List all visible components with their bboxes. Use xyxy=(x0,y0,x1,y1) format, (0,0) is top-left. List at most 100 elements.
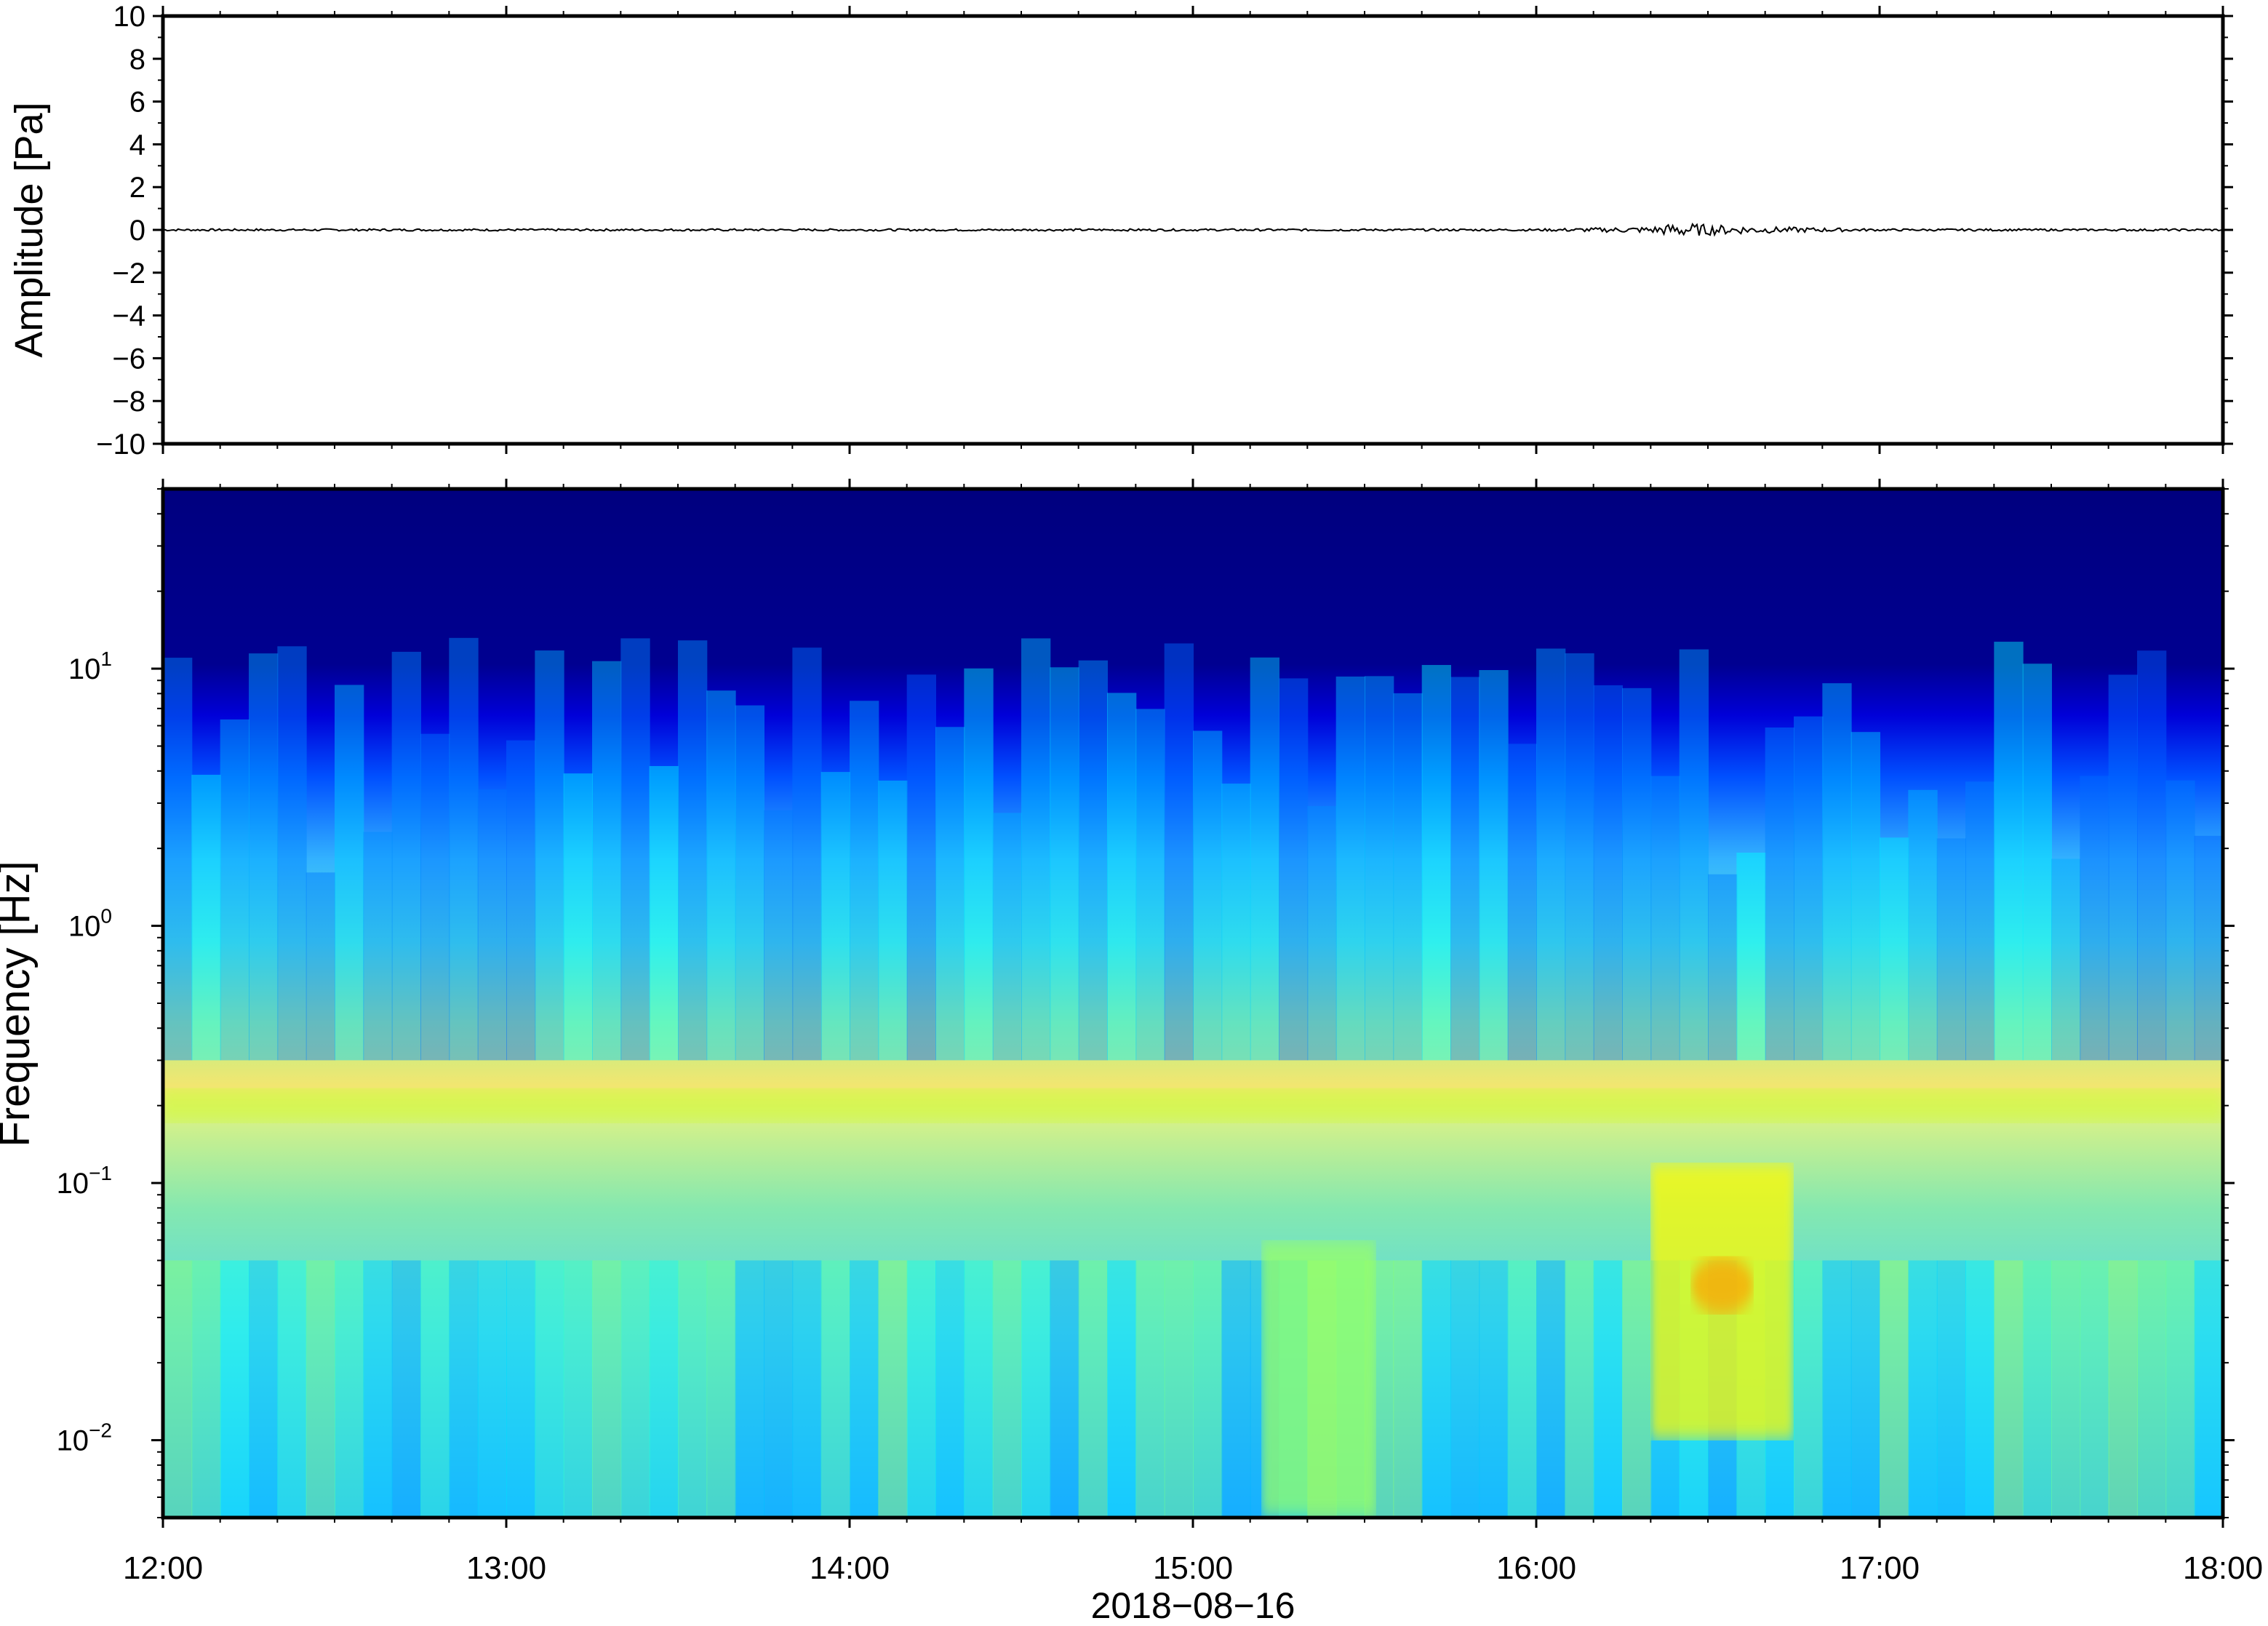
spectrogram-cell xyxy=(477,1260,507,1518)
spectrogram-cell xyxy=(1650,776,1680,1061)
spectrogram-cell xyxy=(1450,677,1480,1061)
spectrogram-cell xyxy=(1393,693,1423,1061)
spectrogram-cell xyxy=(1164,643,1194,1061)
spectrogram-cell xyxy=(1936,1260,1966,1518)
spectrogram-cell xyxy=(1622,1260,1652,1518)
spectrogram-cell xyxy=(1880,1260,1909,1518)
spectrogram-energy-peak xyxy=(1690,1256,1754,1315)
spectrogram-cell xyxy=(992,813,1022,1061)
spectrogram-cell xyxy=(964,668,994,1061)
spectrogram-cell xyxy=(1965,1260,1995,1518)
spectrogram-cell xyxy=(1078,660,1108,1061)
spectrogram-cell xyxy=(649,765,679,1061)
spectrogram-cell xyxy=(678,1260,708,1518)
spectrogram-cell xyxy=(878,780,908,1061)
waveform-trace xyxy=(162,223,2224,237)
spectrogram-cell xyxy=(2051,858,2081,1061)
spectrogram-cell xyxy=(1479,670,1509,1061)
spectrogram-cell xyxy=(1450,1260,1480,1518)
spectrogram-cell xyxy=(906,674,936,1061)
spectrogram-cell xyxy=(1765,728,1794,1061)
spectrogram-image xyxy=(163,489,2223,1518)
spectrogram-cell xyxy=(1164,1260,1194,1518)
spectrogram-cell xyxy=(1050,667,1079,1061)
spectrogram-cell xyxy=(792,1260,822,1518)
spectrogram-cell xyxy=(1536,648,1566,1061)
spectrogram-cell xyxy=(1021,638,1051,1061)
spectrogram-cell xyxy=(1908,1260,1938,1518)
waveform-ytick-label: 8 xyxy=(129,44,145,76)
spectrogram-cell xyxy=(764,1260,794,1518)
waveform-ytick-label: −8 xyxy=(112,386,145,418)
spectrogram-cell xyxy=(1994,1260,2024,1518)
spectrogram-cell xyxy=(764,810,794,1061)
spectrogram-cell xyxy=(163,658,193,1061)
spectrogram-cell xyxy=(964,1260,994,1518)
spectrogram-xtick-label: 17:00 xyxy=(1840,1550,1920,1586)
spectrogram-cell xyxy=(2194,1260,2223,1518)
spectrogram-cell xyxy=(1593,1260,1623,1518)
spectrogram-cell xyxy=(1965,781,1995,1061)
spectrogram-cell xyxy=(2022,1260,2052,1518)
waveform-ytick-label: −4 xyxy=(112,300,145,332)
spectrogram-cell xyxy=(906,1260,936,1518)
waveform-ytick-label: 10 xyxy=(113,1,146,33)
spectrogram-xtick-label: 13:00 xyxy=(466,1550,546,1586)
spectrogram-cell xyxy=(735,705,764,1061)
spectrogram-cell xyxy=(191,1260,221,1518)
spectrogram-cell xyxy=(2022,663,2052,1061)
spectrogram-cell xyxy=(249,1260,279,1518)
spectrogram-cell xyxy=(2165,1260,2195,1518)
spectrogram-xtick-label: 15:00 xyxy=(1153,1550,1233,1586)
spectrogram-cell xyxy=(1335,676,1365,1061)
spectrogram-cell xyxy=(678,640,708,1061)
spectrogram-cell xyxy=(363,832,393,1061)
spectrogram-cell xyxy=(391,1260,421,1518)
spectrogram-ylabel: Frequency [Hz] xyxy=(0,861,39,1147)
spectrogram-cell xyxy=(535,650,564,1061)
spectrogram-cell xyxy=(1822,1260,1852,1518)
spectrogram-cell xyxy=(1593,685,1623,1061)
spectrogram-cell xyxy=(220,1260,249,1518)
waveform-ytick-label: 4 xyxy=(129,129,145,161)
spectrogram-cell xyxy=(1107,693,1137,1061)
waveform-ytick-label: −10 xyxy=(96,429,145,461)
spectrogram-cell xyxy=(1507,744,1537,1061)
spectrogram-cell xyxy=(1250,657,1279,1061)
waveform-ytick-label: 0 xyxy=(129,215,145,247)
spectrogram-cell xyxy=(420,733,450,1061)
spectrogram-cell xyxy=(1565,653,1594,1061)
spectrogram-cell xyxy=(163,1260,193,1518)
spectrogram-cell xyxy=(1794,716,1824,1061)
spectrogram-cell xyxy=(2080,1260,2109,1518)
spectrogram-cell xyxy=(850,1260,879,1518)
spectrogram-ytick-label: 10−2 xyxy=(57,1419,112,1457)
spectrogram-cell xyxy=(1135,1260,1165,1518)
spectrogram-cell xyxy=(1135,709,1165,1061)
spectrogram-cell xyxy=(1708,874,1738,1061)
spectrogram-cell xyxy=(277,1260,307,1518)
spectrogram-cell xyxy=(506,740,536,1061)
spectrogram-cell xyxy=(878,1260,908,1518)
spectrogram-cell xyxy=(1221,1260,1251,1518)
spectrogram-cell xyxy=(1078,1260,1108,1518)
spectrogram-cell xyxy=(2194,835,2223,1061)
spectrogram-cell xyxy=(563,773,593,1061)
spectrogram-cell xyxy=(2108,1260,2138,1518)
spectrogram-cell xyxy=(1365,676,1394,1061)
spectrogram-cell xyxy=(363,1260,393,1518)
spectrogram-cell xyxy=(1622,688,1652,1061)
spectrogram-cell xyxy=(335,1260,364,1518)
spectrogram-cell xyxy=(1908,789,1938,1061)
spectrogram-cell xyxy=(2108,674,2138,1061)
spectrogram-cell xyxy=(735,1260,764,1518)
spectrogram-cell xyxy=(935,727,965,1061)
spectrogram-cell xyxy=(820,772,850,1061)
spectrogram-xtick-label: 12:00 xyxy=(123,1550,203,1586)
spectrogram-cell xyxy=(277,646,307,1061)
spectrogram-cell xyxy=(563,1260,593,1518)
spectrogram-cell xyxy=(2137,650,2167,1061)
spectrogram-cell xyxy=(1193,1260,1223,1518)
spectrogram-cell xyxy=(1565,1260,1594,1518)
